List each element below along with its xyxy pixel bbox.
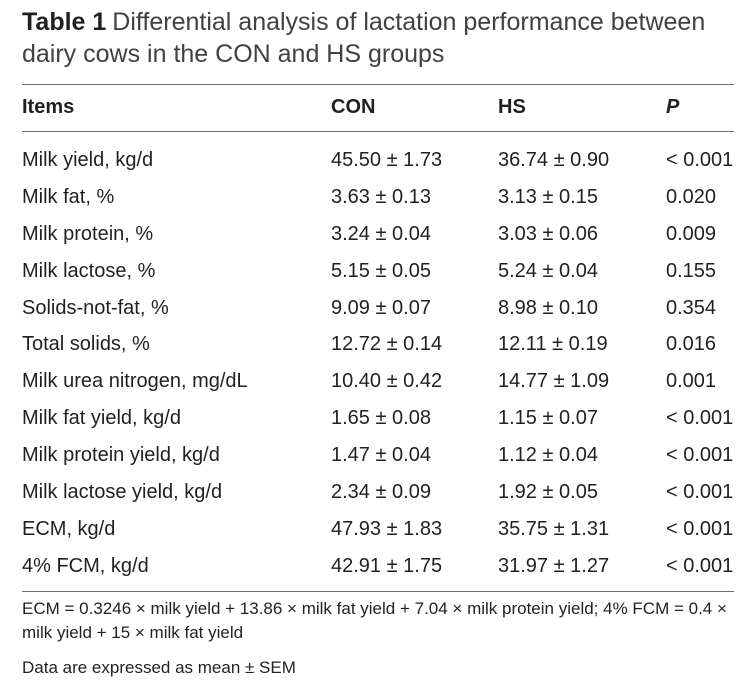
top-rule (22, 84, 734, 85)
row-hs-value: 1.12 ± 0.04 (498, 444, 598, 467)
table-row: Milk fat yield, kg/d 1.65 ± 0.08 1.15 ± … (22, 400, 734, 437)
header-items: Items (22, 96, 75, 118)
table-row: Milk urea nitrogen, mg/dL 10.40 ± 0.42 1… (22, 363, 734, 400)
row-item: Milk fat yield, kg/d (22, 407, 181, 430)
table-row: 4% FCM, kg/d 42.91 ± 1.75 31.97 ± 1.27 <… (22, 548, 734, 585)
row-con-value: 10.40 ± 0.42 (331, 370, 443, 393)
row-p-value: < 0.001 (666, 481, 734, 504)
row-hs-value: 12.11 ± 0.19 (498, 333, 608, 356)
row-p-value: < 0.001 (666, 407, 734, 430)
row-item: Total solids, % (22, 333, 150, 356)
row-item: Milk fat, % (22, 185, 115, 208)
table-row: Milk fat, % 3.63 ± 0.13 3.13 ± 0.15 0.02… (22, 179, 734, 216)
row-con-value: 5.15 ± 0.05 (331, 259, 431, 282)
table-caption: Table 1 Differential analysis of lactatio… (22, 6, 734, 70)
header-rule (22, 131, 734, 132)
bottom-rule (22, 591, 734, 592)
table-row: Milk yield, kg/d 45.50 ± 1.73 36.74 ± 0.… (22, 142, 734, 179)
row-con-value: 3.63 ± 0.13 (331, 185, 431, 208)
row-con-value: 3.24 ± 0.04 (331, 222, 431, 245)
row-con-value: 47.93 ± 1.83 (331, 517, 443, 540)
row-hs-value: 1.15 ± 0.07 (498, 407, 598, 430)
row-p-value: < 0.001 (666, 444, 734, 467)
table-header-row: Items CON HS P (22, 90, 734, 124)
row-hs-value: 1.92 ± 0.05 (498, 481, 598, 504)
table-row: Milk lactose yield, kg/d 2.34 ± 0.09 1.9… (22, 474, 734, 511)
footnote-formula: ECM = 0.3246 × milk yield + 13.86 × milk… (22, 599, 727, 642)
table-body: Milk yield, kg/d 45.50 ± 1.73 36.74 ± 0.… (22, 142, 734, 585)
header-con: CON (331, 96, 376, 118)
row-hs-value: 35.75 ± 1.31 (498, 517, 610, 540)
row-con-value: 9.09 ± 0.07 (331, 296, 431, 319)
row-p-value: 0.016 (666, 333, 717, 356)
table-row: ECM, kg/d 47.93 ± 1.83 35.75 ± 1.31 < 0.… (22, 511, 734, 548)
table-label: Table 1 (22, 8, 107, 36)
table-row: Milk protein, % 3.24 ± 0.04 3.03 ± 0.06 … (22, 216, 734, 253)
row-item: Solids-not-fat, % (22, 296, 169, 319)
row-hs-value: 36.74 ± 0.90 (498, 149, 610, 171)
row-con-value: 42.91 ± 1.75 (331, 554, 443, 577)
row-p-value: 0.354 (666, 296, 717, 319)
row-item: Milk lactose, % (22, 259, 156, 282)
row-p-value: 0.009 (666, 222, 717, 245)
row-p-value: < 0.001 (666, 517, 734, 540)
row-p-value: 0.155 (666, 259, 717, 282)
row-item: Milk urea nitrogen, mg/dL (22, 370, 248, 393)
row-item: ECM, kg/d (22, 517, 116, 540)
row-con-value: 2.34 ± 0.09 (331, 481, 431, 504)
table-row: Total solids, % 12.72 ± 0.14 12.11 ± 0.1… (22, 326, 734, 363)
table-row: Milk protein yield, kg/d 1.47 ± 0.04 1.1… (22, 437, 734, 474)
row-p-value: 0.020 (666, 185, 717, 208)
row-p-value: 0.001 (666, 370, 717, 393)
row-con-value: 1.65 ± 0.08 (331, 407, 431, 430)
row-p-value: < 0.001 (666, 554, 734, 577)
row-con-value: 1.47 ± 0.04 (331, 444, 431, 467)
row-hs-value: 8.98 ± 0.10 (498, 296, 598, 319)
footnote-expression: Data are expressed as mean ± SEM (22, 658, 296, 677)
row-hs-value: 31.97 ± 1.27 (498, 554, 610, 577)
table-row: Milk lactose, % 5.15 ± 0.05 5.24 ± 0.04 … (22, 253, 734, 290)
header-hs: HS (498, 96, 526, 118)
table-row: Solids-not-fat, % 9.09 ± 0.07 8.98 ± 0.1… (22, 290, 734, 327)
row-hs-value: 14.77 ± 1.09 (498, 370, 610, 393)
row-item: Milk yield, kg/d (22, 149, 154, 171)
row-hs-value: 3.13 ± 0.15 (498, 185, 598, 208)
row-item: Milk lactose yield, kg/d (22, 481, 223, 504)
row-hs-value: 3.03 ± 0.06 (498, 222, 598, 245)
row-con-value: 12.72 ± 0.14 (331, 333, 443, 356)
table-title: Differential analysis of lactation perfo… (22, 8, 706, 68)
header-p: P (666, 96, 680, 118)
row-item: 4% FCM, kg/d (22, 554, 149, 577)
row-con-value: 45.50 ± 1.73 (331, 149, 443, 171)
row-item: Milk protein, % (22, 222, 154, 245)
row-p-value: < 0.001 (666, 149, 734, 171)
row-hs-value: 5.24 ± 0.04 (498, 259, 598, 282)
row-item: Milk protein yield, kg/d (22, 444, 220, 467)
